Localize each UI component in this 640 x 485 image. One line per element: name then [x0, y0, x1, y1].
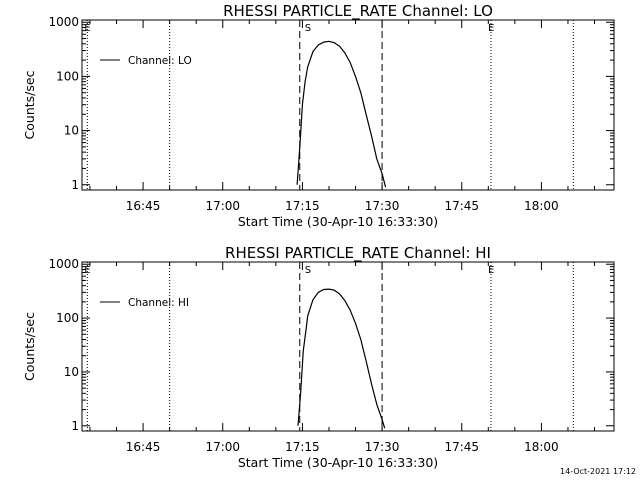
event-marker-label: E: [488, 23, 494, 34]
event-marker-label: E: [84, 23, 90, 34]
event-marker-label: S: [305, 23, 311, 34]
y-tick-label: 1: [71, 419, 79, 433]
x-tick-label: 17:45: [444, 199, 479, 213]
y-axis-label: Counts/sec: [22, 70, 37, 139]
chart-title: RHESSI PARTICLE_RATE Channel: LO: [223, 2, 493, 21]
x-tick-label: 17:45: [444, 440, 479, 454]
series-line-1: [296, 40, 387, 188]
axes-frame: [81, 261, 615, 432]
footer-timestamp: 14-Oct-2021 17:12: [560, 467, 636, 476]
chart-title: RHESSI PARTICLE_RATE Channel: HI: [225, 244, 491, 263]
x-tick-label: 18:00: [524, 199, 559, 213]
y-tick-label: 1: [71, 178, 79, 192]
y-tick-label: 10: [64, 124, 79, 138]
x-tick-label: 17:15: [285, 199, 320, 213]
x-axis-label: Start Time (30-Apr-10 16:33:30): [238, 455, 438, 470]
y-axis-label: Counts/sec: [22, 312, 37, 381]
y-tick-label: 10: [64, 365, 79, 379]
legend-entry: Channel: LO: [128, 55, 192, 67]
y-tick-label: 1000: [48, 257, 79, 271]
chart-panel-1: RHESSI PARTICLE_RATE Channel: LO 1 10 100 10…: [22, 2, 615, 229]
y-tick-label: 100: [56, 311, 79, 325]
axes-frame: [81, 19, 615, 191]
event-marker-label: E: [488, 265, 494, 276]
legend-entry: Channel: HI: [128, 297, 189, 309]
x-tick-label: 17:00: [205, 440, 240, 454]
y-tick-label: 1000: [48, 15, 79, 29]
x-tick-label: 16:45: [126, 199, 161, 213]
event-marker-label: S: [305, 265, 311, 276]
x-tick-label: 16:45: [126, 440, 161, 454]
series-line-1: [297, 288, 386, 429]
y-tick-label: 100: [56, 69, 79, 83]
event-marker-label: E: [84, 265, 90, 276]
x-tick-label: 17:15: [285, 440, 320, 454]
x-tick-label: 17:30: [365, 199, 400, 213]
x-axis-label: Start Time (30-Apr-10 16:33:30): [238, 214, 438, 229]
chart-panel-2: RHESSI PARTICLE_RATE Channel: HI 1 10 100 10…: [22, 244, 615, 470]
x-tick-label: 17:30: [365, 440, 400, 454]
x-tick-label: 17:00: [205, 199, 240, 213]
x-tick-label: 18:00: [524, 440, 559, 454]
